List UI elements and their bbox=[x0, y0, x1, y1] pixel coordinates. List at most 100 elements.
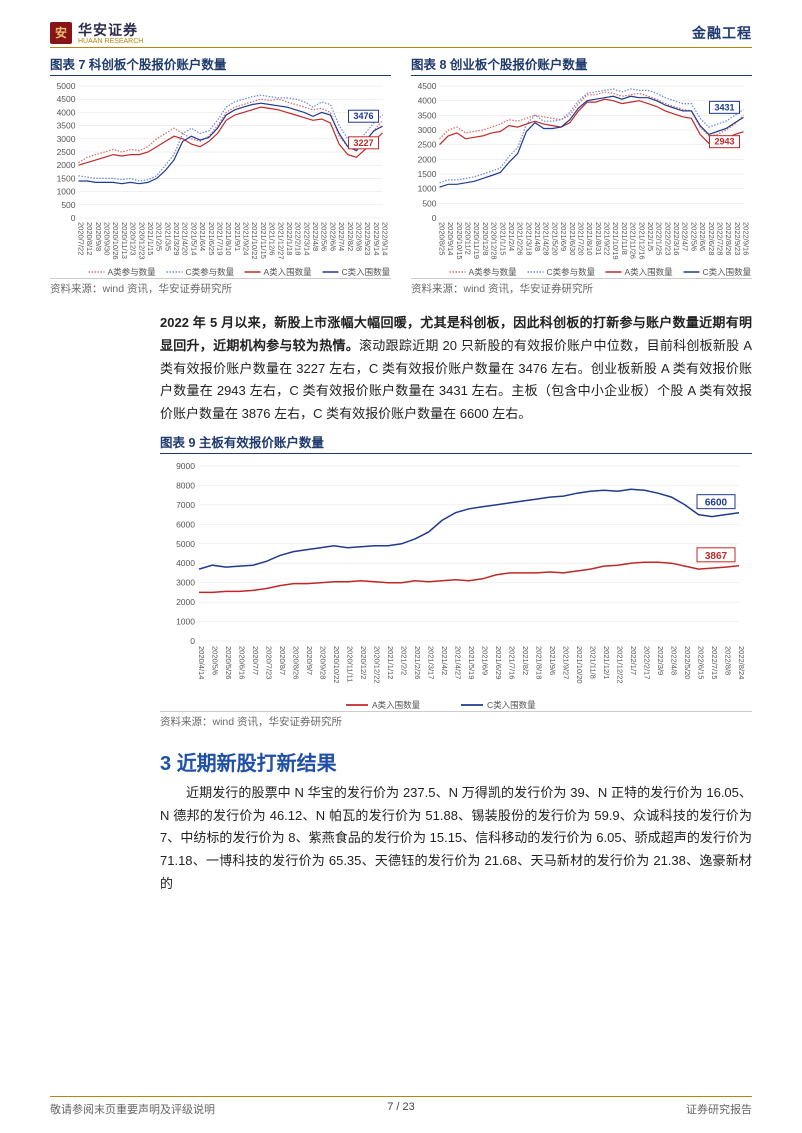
svg-text:2022/8/26: 2022/8/26 bbox=[724, 222, 733, 255]
svg-text:2020/9/8: 2020/9/8 bbox=[94, 222, 103, 251]
svg-text:1000: 1000 bbox=[418, 184, 437, 194]
svg-text:2020/12/2: 2020/12/2 bbox=[359, 646, 368, 679]
svg-text:2021/8/31: 2021/8/31 bbox=[594, 222, 603, 255]
paragraph-1: 2022 年 5 月以来，新股上市涨幅大幅回暖，尤其是科创板，因此科创板的打新参… bbox=[160, 312, 752, 426]
svg-text:2021/12/1: 2021/12/1 bbox=[602, 646, 611, 679]
svg-text:2020/5/26: 2020/5/26 bbox=[224, 646, 233, 679]
svg-text:2022/1/7: 2022/1/7 bbox=[629, 646, 638, 675]
svg-text:3867: 3867 bbox=[705, 551, 728, 562]
svg-text:2022/4/8: 2022/4/8 bbox=[670, 646, 679, 675]
svg-text:2022/7/15: 2022/7/15 bbox=[710, 646, 719, 679]
svg-text:2022/8/24: 2022/8/24 bbox=[737, 646, 746, 679]
company-sub: HUAAN RESEARCH bbox=[78, 38, 143, 45]
svg-text:0: 0 bbox=[432, 213, 437, 223]
svg-text:0: 0 bbox=[71, 213, 76, 223]
svg-text:8000: 8000 bbox=[176, 480, 195, 490]
svg-text:2020/9/30: 2020/9/30 bbox=[103, 222, 112, 255]
svg-text:2021/10/19: 2021/10/19 bbox=[611, 222, 620, 260]
svg-text:2021/12/27: 2021/12/27 bbox=[276, 222, 285, 260]
footer-center: 7 / 23 bbox=[50, 1101, 752, 1113]
svg-text:2500: 2500 bbox=[418, 140, 437, 150]
svg-text:2022/5/6: 2022/5/6 bbox=[689, 222, 698, 251]
svg-text:2000: 2000 bbox=[57, 160, 76, 170]
svg-text:4000: 4000 bbox=[57, 107, 76, 117]
svg-text:2000: 2000 bbox=[418, 154, 437, 164]
svg-text:7000: 7000 bbox=[176, 500, 195, 510]
svg-text:2022/6/6: 2022/6/6 bbox=[698, 222, 707, 251]
svg-text:2021/3/29: 2021/3/29 bbox=[172, 222, 181, 255]
svg-text:2022/3/16: 2022/3/16 bbox=[672, 222, 681, 255]
svg-text:2021/12/16: 2021/12/16 bbox=[637, 222, 646, 260]
chart9-title: 图表 9 主板有效报价账户数量 bbox=[160, 432, 752, 454]
svg-text:5000: 5000 bbox=[57, 81, 76, 91]
chart8-title: 图表 8 创业板个股报价账户数量 bbox=[411, 54, 752, 76]
svg-text:2021/6/9: 2021/6/9 bbox=[481, 646, 490, 675]
svg-text:2021/6/9: 2021/6/9 bbox=[559, 222, 568, 251]
svg-text:2022/4/7: 2022/4/7 bbox=[681, 222, 690, 251]
svg-text:2021/11/26: 2021/11/26 bbox=[629, 222, 638, 259]
svg-text:2022/2/23: 2022/2/23 bbox=[663, 222, 672, 255]
svg-text:2021/8/10: 2021/8/10 bbox=[585, 222, 594, 255]
svg-text:4500: 4500 bbox=[418, 81, 437, 91]
svg-text:2020/7/23: 2020/7/23 bbox=[265, 646, 274, 679]
svg-text:3500: 3500 bbox=[57, 121, 76, 131]
svg-text:2022/9/14: 2022/9/14 bbox=[372, 222, 381, 255]
page-header: 安 华安证券 HUAAN RESEARCH 金融工程 bbox=[50, 20, 752, 48]
svg-text:3227: 3227 bbox=[353, 138, 373, 148]
svg-text:2022/1/5: 2022/1/5 bbox=[646, 222, 655, 251]
svg-text:2021/8/18: 2021/8/18 bbox=[535, 646, 544, 679]
svg-text:2020/6/16: 2020/6/16 bbox=[238, 646, 247, 679]
svg-text:4000: 4000 bbox=[176, 558, 195, 568]
svg-text:3476: 3476 bbox=[353, 111, 373, 121]
svg-text:2021/6/29: 2021/6/29 bbox=[494, 646, 503, 679]
svg-text:2020/11/2: 2020/11/2 bbox=[464, 222, 473, 255]
svg-text:2020/7/7: 2020/7/7 bbox=[251, 646, 260, 675]
svg-text:2021/9/27: 2021/9/27 bbox=[562, 646, 571, 679]
svg-text:2021/7/16: 2021/7/16 bbox=[508, 646, 517, 679]
svg-text:2020/12/22: 2020/12/22 bbox=[373, 646, 382, 684]
svg-text:2021/11/8: 2021/11/8 bbox=[589, 646, 598, 679]
svg-text:2020/7/22: 2020/7/22 bbox=[77, 222, 86, 255]
svg-text:2022/9/23: 2022/9/23 bbox=[733, 222, 742, 255]
svg-text:2021/3/5: 2021/3/5 bbox=[163, 222, 172, 251]
svg-text:1000: 1000 bbox=[57, 187, 76, 197]
svg-text:2021/9/1: 2021/9/1 bbox=[233, 222, 242, 251]
svg-text:2021/5/14: 2021/5/14 bbox=[189, 222, 198, 255]
svg-text:2021/2/5: 2021/2/5 bbox=[155, 222, 164, 251]
svg-text:2022/7/4: 2022/7/4 bbox=[337, 222, 346, 251]
svg-text:2022/1/25: 2022/1/25 bbox=[655, 222, 664, 255]
svg-text:2021/9/6: 2021/9/6 bbox=[548, 646, 557, 675]
header-category: 金融工程 bbox=[692, 23, 752, 43]
svg-text:2021/4/28: 2021/4/28 bbox=[542, 222, 551, 255]
svg-text:C类入围数量: C类入围数量 bbox=[703, 267, 752, 277]
svg-text:2020/8/7: 2020/8/7 bbox=[278, 646, 287, 675]
svg-text:2021/9/24: 2021/9/24 bbox=[242, 222, 251, 255]
chart9-source: 资料来源：wind 资讯，华安证券研究所 bbox=[160, 711, 752, 729]
svg-text:2022/8/8: 2022/8/8 bbox=[724, 646, 733, 675]
svg-text:2020/12/28: 2020/12/28 bbox=[490, 222, 499, 260]
svg-text:2022/9/16: 2022/9/16 bbox=[742, 222, 751, 255]
section-title: 近期新股打新结果 bbox=[177, 753, 337, 775]
svg-text:2021/2/2: 2021/2/2 bbox=[400, 646, 409, 675]
svg-text:2020/12/8: 2020/12/8 bbox=[481, 222, 490, 255]
svg-text:2022/6/15: 2022/6/15 bbox=[697, 646, 706, 679]
svg-text:2021/2/26: 2021/2/26 bbox=[413, 646, 422, 679]
svg-text:2021/2/4: 2021/2/4 bbox=[507, 222, 516, 251]
svg-text:4500: 4500 bbox=[57, 94, 76, 104]
svg-text:2020/8/26: 2020/8/26 bbox=[292, 646, 301, 679]
svg-text:2021/5/19: 2021/5/19 bbox=[467, 646, 476, 679]
svg-text:2021/1/15: 2021/1/15 bbox=[498, 222, 507, 255]
svg-text:2021/6/30: 2021/6/30 bbox=[568, 222, 577, 255]
svg-text:2021/11/15: 2021/11/15 bbox=[259, 222, 268, 259]
svg-text:2022/3/9: 2022/3/9 bbox=[656, 646, 665, 675]
svg-text:2021/12/6: 2021/12/6 bbox=[268, 222, 277, 255]
svg-text:2021/8/10: 2021/8/10 bbox=[224, 222, 233, 255]
paragraph-2: 近期发行的股票中 N 华宝的发行价为 237.5、N 万得凯的发行价为 39、N… bbox=[160, 782, 752, 896]
svg-text:C类入围数量: C类入围数量 bbox=[487, 700, 536, 710]
svg-text:3500: 3500 bbox=[418, 110, 437, 120]
svg-text:2022/8/2: 2022/8/2 bbox=[346, 222, 355, 251]
svg-text:2021/7/20: 2021/7/20 bbox=[576, 222, 585, 255]
svg-text:2021/4/20: 2021/4/20 bbox=[181, 222, 190, 255]
svg-text:C类参与数量: C类参与数量 bbox=[547, 267, 596, 277]
svg-text:2020/10/26: 2020/10/26 bbox=[111, 222, 120, 260]
